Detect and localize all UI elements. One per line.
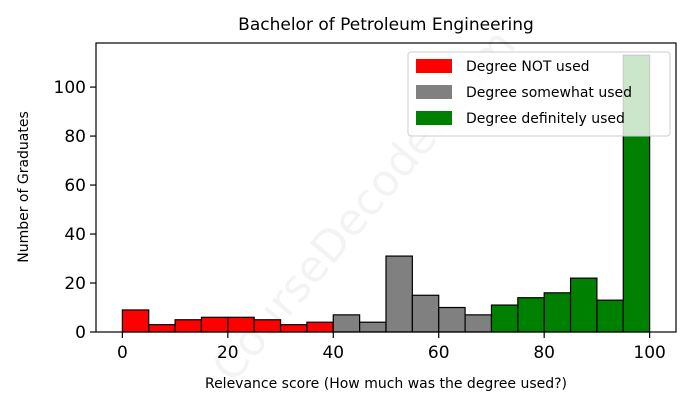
histogram-bar bbox=[174, 319, 203, 333]
y-axis-label: Number of Graduates bbox=[16, 111, 32, 263]
histogram-bar bbox=[569, 277, 598, 333]
histogram-bar bbox=[517, 297, 545, 333]
histogram-bar bbox=[596, 299, 624, 333]
legend-box bbox=[407, 51, 671, 137]
x-tick-label: 40 bbox=[322, 343, 344, 363]
histogram-bar bbox=[121, 309, 150, 333]
x-ticks: 0 20 40 60 80 100 bbox=[117, 332, 666, 363]
x-tick-label: 60 bbox=[428, 343, 450, 363]
legend-label: Degree definitely used bbox=[466, 111, 625, 127]
histogram-bar bbox=[253, 319, 282, 333]
histogram-bar bbox=[464, 314, 493, 333]
y-tick-label: 60 bbox=[64, 176, 86, 196]
x-axis-label: Relevance score (How much was the degree… bbox=[205, 376, 567, 392]
legend-swatch bbox=[416, 111, 452, 125]
histogram-bar bbox=[490, 304, 519, 333]
y-tick-label: 20 bbox=[64, 274, 86, 294]
y-tick-label: 0 bbox=[75, 323, 86, 343]
plot-frame bbox=[95, 42, 677, 333]
y-tick-label: 40 bbox=[64, 225, 86, 245]
legend-swatch bbox=[416, 59, 452, 73]
y-tick-label: 80 bbox=[64, 127, 86, 147]
histogram-bar bbox=[200, 316, 229, 333]
x-tick-label: 0 bbox=[117, 343, 128, 363]
histogram-bar bbox=[227, 316, 255, 333]
histogram-bar bbox=[148, 324, 176, 333]
legend: Degree NOT used Degree somewhat used Degre… bbox=[407, 51, 671, 137]
histogram-bar bbox=[332, 314, 361, 333]
legend-swatch bbox=[416, 85, 452, 99]
histogram-bar bbox=[411, 294, 440, 333]
x-tick-label: 20 bbox=[217, 343, 239, 363]
histogram-bar bbox=[359, 321, 387, 333]
histogram-bar bbox=[543, 292, 572, 333]
x-tick-label: 80 bbox=[533, 343, 555, 363]
histogram-bar bbox=[306, 321, 334, 333]
histogram-bar bbox=[279, 324, 308, 333]
legend-label: Degree NOT used bbox=[466, 59, 590, 75]
histogram-bar bbox=[438, 306, 466, 333]
chart-title: Bachelor of Petroleum Engineering bbox=[238, 15, 534, 35]
y-ticks: 0 20 40 60 80 100 bbox=[54, 78, 96, 343]
y-tick-label: 100 bbox=[54, 78, 86, 98]
histogram-bar bbox=[385, 255, 413, 333]
legend-label: Degree somewhat used bbox=[466, 85, 632, 101]
x-tick-label: 100 bbox=[633, 343, 665, 363]
